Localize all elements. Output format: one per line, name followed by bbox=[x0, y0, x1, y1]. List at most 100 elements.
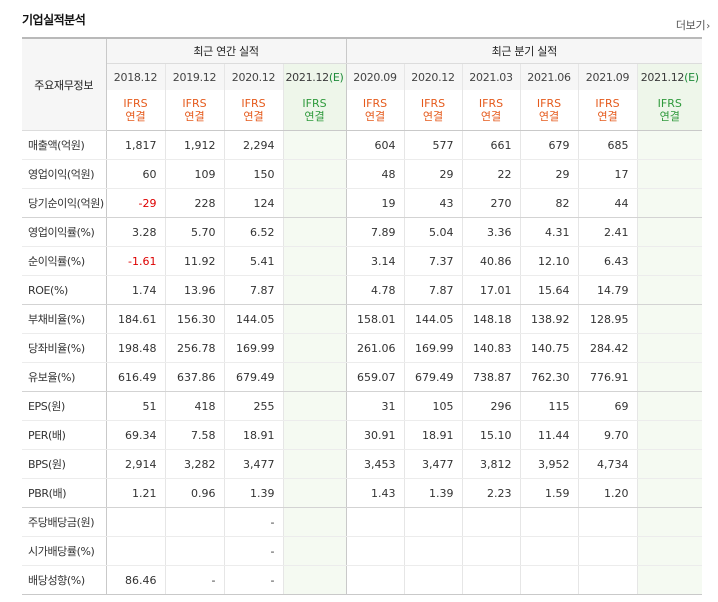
row-label: 당좌비율(%) bbox=[22, 333, 107, 363]
table-cell bbox=[283, 217, 347, 247]
ifrs-badge: IFRS 연결 bbox=[404, 90, 463, 131]
more-link[interactable]: 더보기› bbox=[676, 17, 710, 33]
table-cell: 3,477 bbox=[404, 449, 463, 479]
ifrs-badge: IFRS 연결 bbox=[283, 90, 347, 131]
ifrs-badge: IFRS 연결 bbox=[165, 90, 225, 131]
table-row: BPS(원) 2,914 3,282 3,477 3,453 3,477 3,812 3,95… bbox=[22, 449, 702, 479]
table-cell: - bbox=[224, 565, 284, 595]
table-cell: 18.91 bbox=[404, 420, 463, 450]
table-cell: 4.78 bbox=[346, 275, 405, 305]
section-title: 기업실적분석 bbox=[22, 13, 86, 27]
table-cell: 17 bbox=[578, 159, 638, 189]
ifrs-label: IFRS bbox=[362, 97, 388, 110]
table-cell: 2,294 bbox=[224, 130, 284, 160]
table-cell: 105 bbox=[404, 391, 463, 421]
consolidated-label: 연결 bbox=[422, 110, 444, 123]
table-cell: 169.99 bbox=[404, 333, 463, 363]
quarter-period: 2021.03 bbox=[462, 63, 521, 90]
table-cell: 51 bbox=[106, 391, 166, 421]
table-cell: 284.42 bbox=[578, 333, 638, 363]
consolidated-label: 연결 bbox=[304, 110, 325, 123]
row-label: 유보율(%) bbox=[22, 362, 107, 392]
table-cell bbox=[462, 536, 521, 566]
table-cell bbox=[637, 565, 702, 595]
table-cell: 158.01 bbox=[346, 304, 405, 334]
table-cell: 2.41 bbox=[578, 217, 638, 247]
table-cell: 15.10 bbox=[462, 420, 521, 450]
quarter-period: 2020.09 bbox=[346, 63, 405, 90]
annual-group-header: 최근 연간 실적 bbox=[106, 37, 347, 64]
row-label: 시가배당률(%) bbox=[22, 536, 107, 566]
annual-period-label: 2021.12 bbox=[285, 70, 329, 84]
table-cell bbox=[520, 507, 579, 537]
table-cell: 144.05 bbox=[404, 304, 463, 334]
table-row: 시가배당률(%) - bbox=[22, 536, 702, 566]
table-cell: 22 bbox=[462, 159, 521, 189]
ifrs-badge: IFRS 연결 bbox=[462, 90, 521, 131]
table-cell: 86.46 bbox=[106, 565, 166, 595]
table-cell bbox=[637, 130, 702, 160]
table-cell: 256.78 bbox=[165, 333, 225, 363]
table-cell bbox=[283, 507, 347, 537]
consolidated-label: 연결 bbox=[538, 110, 560, 123]
table-cell bbox=[346, 536, 405, 566]
table-cell: 659.07 bbox=[346, 362, 405, 392]
table-cell: 6.52 bbox=[224, 217, 284, 247]
row-label: PBR(배) bbox=[22, 478, 107, 508]
table-row: 매출액(억원) 1,817 1,912 2,294 604 577 661 679 685 bbox=[22, 130, 702, 160]
table-cell: 1.39 bbox=[404, 478, 463, 508]
table-cell: 144.05 bbox=[224, 304, 284, 334]
ifrs-label: IFRS bbox=[420, 97, 446, 110]
table-cell bbox=[283, 565, 347, 595]
table-cell: 7.58 bbox=[165, 420, 225, 450]
table-cell: 685 bbox=[578, 130, 638, 160]
ifrs-badge: IFRS 연결 bbox=[637, 90, 702, 131]
table-cell bbox=[637, 246, 702, 276]
table-cell: - bbox=[224, 507, 284, 537]
table-cell bbox=[283, 391, 347, 421]
ifrs-label: IFRS bbox=[241, 97, 266, 110]
table-cell: 4.31 bbox=[520, 217, 579, 247]
table-cell: 31 bbox=[346, 391, 405, 421]
row-label: 당기순이익(억원) bbox=[22, 188, 107, 218]
quarter-period-estimate: 2021.12(E) bbox=[637, 63, 702, 90]
table-cell: 2.23 bbox=[462, 478, 521, 508]
table-cell: 19 bbox=[346, 188, 405, 218]
table-cell: 3,477 bbox=[224, 449, 284, 479]
table-cell: 69 bbox=[578, 391, 638, 421]
quarter-period: 2021.06 bbox=[520, 63, 579, 90]
table-cell bbox=[283, 159, 347, 189]
table-row: 주당배당금(원) - bbox=[22, 507, 702, 537]
table-cell: 14.79 bbox=[578, 275, 638, 305]
consolidated-label: 연결 bbox=[125, 110, 146, 123]
table-cell bbox=[283, 420, 347, 450]
table-cell bbox=[578, 507, 638, 537]
table-cell: 577 bbox=[404, 130, 463, 160]
table-cell: - bbox=[224, 536, 284, 566]
table-cell bbox=[637, 304, 702, 334]
table-cell: 148.18 bbox=[462, 304, 521, 334]
consolidated-label: 연결 bbox=[184, 110, 205, 123]
table-cell: 637.86 bbox=[165, 362, 225, 392]
table-cell: 7.87 bbox=[404, 275, 463, 305]
table-cell: 109 bbox=[165, 159, 225, 189]
table-cell: 1.59 bbox=[520, 478, 579, 508]
ifrs-badge: IFRS 연결 bbox=[224, 90, 284, 131]
consolidated-label: 연결 bbox=[480, 110, 502, 123]
table-cell bbox=[404, 507, 463, 537]
table-cell bbox=[283, 246, 347, 276]
table-cell bbox=[283, 362, 347, 392]
table-row: 당좌비율(%) 198.48 256.78 169.99 261.06 169.99 140… bbox=[22, 333, 702, 363]
table-cell: -1.61 bbox=[106, 246, 166, 276]
quarter-period-label: 2021.12 bbox=[640, 70, 685, 84]
table-row: PBR(배) 1.21 0.96 1.39 1.43 1.39 2.23 1.59 1.20 bbox=[22, 478, 702, 508]
row-label: BPS(원) bbox=[22, 449, 107, 479]
annual-period: 2018.12 bbox=[106, 63, 166, 90]
table-row: 부채비율(%) 184.61 156.30 144.05 158.01 144.05 148… bbox=[22, 304, 702, 334]
table-cell: 5.41 bbox=[224, 246, 284, 276]
table-cell: 43 bbox=[404, 188, 463, 218]
row-label: PER(배) bbox=[22, 420, 107, 450]
table-cell bbox=[637, 188, 702, 218]
table-cell: 40.86 bbox=[462, 246, 521, 276]
row-label: 영업이익률(%) bbox=[22, 217, 107, 247]
